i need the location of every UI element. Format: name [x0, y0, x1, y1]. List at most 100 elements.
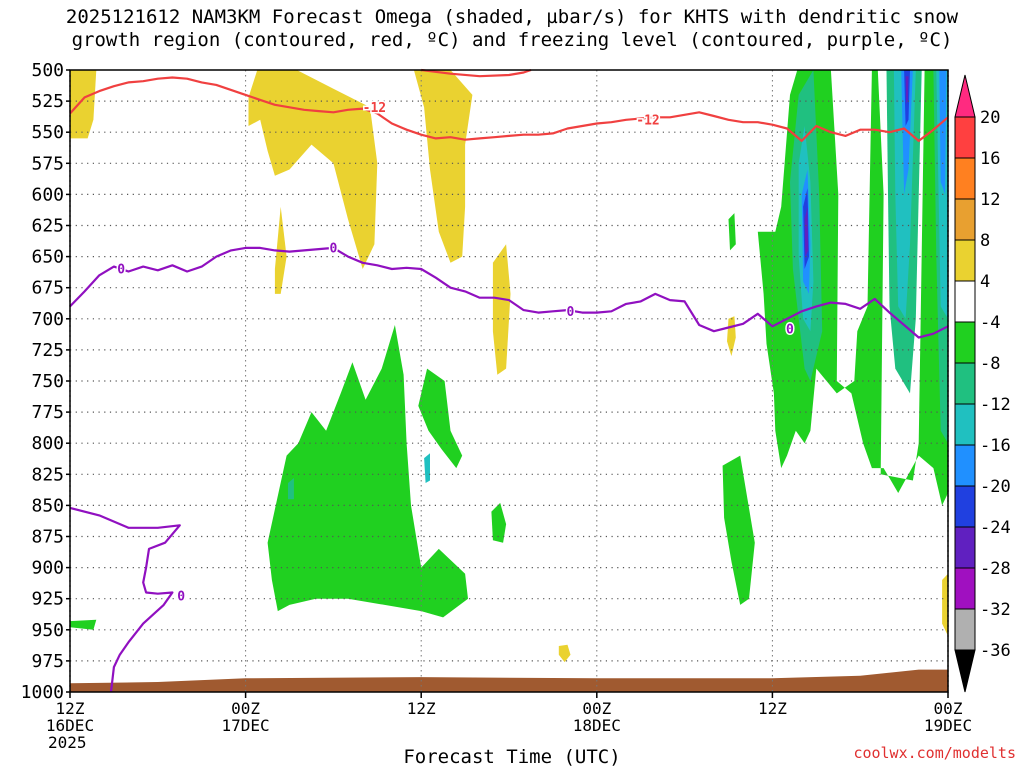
contour-line-2 — [69, 246, 949, 339]
x-tick-label-5-1: 19DEC — [924, 716, 972, 735]
contour-label-2-3: 0 — [786, 322, 794, 337]
contour-line-0 — [69, 76, 949, 142]
colorbar-swatch-6 — [954, 362, 976, 405]
omega-region-28 — [804, 206, 809, 257]
omega-region-4 — [492, 244, 511, 375]
contour-label-0-0: -12 — [363, 101, 386, 116]
omega-region-8 — [267, 325, 468, 618]
y-axis: 500 525 550 575 600 625 650 675 700 725 750 775 800 8… — [21, 60, 70, 703]
x-tick-label-0-1: 16DEC — [46, 716, 94, 735]
colorbar-swatch-11 — [954, 567, 976, 610]
colorbar-label-10: -24 — [980, 518, 1011, 538]
omega-region-22 — [424, 453, 430, 483]
contour-label-3-0: 0 — [177, 590, 185, 605]
y-tick-label-0: 500 — [31, 60, 64, 81]
contour-line-1 — [421, 68, 532, 78]
contour-label-2-2: 0 — [567, 305, 575, 320]
x-tick-label-0-2: 2025 — [48, 733, 87, 752]
y-tick-label-15: 875 — [31, 527, 64, 548]
omega-region-1 — [248, 70, 378, 269]
omega-shading-layer — [70, 70, 948, 663]
colorbar-bottom-cap — [954, 649, 976, 693]
y-tick-label-8: 700 — [31, 309, 64, 330]
x-tick-label-3-1: 18DEC — [573, 716, 621, 735]
y-tick-label-1: 525 — [31, 91, 64, 112]
x-tick-label-2-0: 12Z — [407, 699, 436, 718]
omega-region-11 — [70, 619, 97, 630]
y-tick-label-3: 575 — [31, 153, 64, 174]
colorbar-swatch-1 — [954, 157, 976, 200]
y-tick-label-12: 800 — [31, 433, 64, 454]
colorbar-label-2: 12 — [980, 190, 1000, 210]
y-tick-label-19: 975 — [31, 651, 64, 672]
colorbar-label-8: -16 — [980, 436, 1011, 456]
colorbar-swatch-4 — [954, 280, 976, 323]
y-tick-label-4: 600 — [31, 184, 64, 205]
omega-region-20 — [893, 70, 916, 319]
gridlines — [69, 70, 949, 692]
omega-region-18 — [288, 478, 294, 500]
y-tick-label-2: 550 — [31, 122, 64, 143]
y-tick-label-7: 675 — [31, 278, 64, 299]
contour-layer: -12 -12 0 0 0 0 0 — [69, 68, 949, 693]
omega-region-0 — [70, 70, 97, 139]
omega-region-13 — [728, 213, 736, 251]
y-tick-label-17: 925 — [31, 589, 64, 610]
contour-label-0-1: -12 — [636, 113, 659, 128]
colorbar-swatch-7 — [954, 403, 976, 446]
colorbar-legend: 20 16 12 8 4 -4 -8 -12 -16 -20 -24 -28 -32 -36 — [954, 74, 1011, 693]
y-tick-label-11: 775 — [31, 402, 64, 423]
colorbar-swatch-10 — [954, 526, 976, 569]
colorbar-swatch-8 — [954, 444, 976, 487]
terrain-fill — [70, 669, 948, 692]
y-tick-label-18: 950 — [31, 620, 64, 641]
credit-text: coolwx.com/modelts — [853, 744, 1016, 762]
colorbar-label-4: 4 — [980, 272, 990, 292]
colorbar-label-6: -8 — [980, 354, 1000, 374]
colorbar-label-11: -28 — [980, 559, 1011, 579]
x-tick-label-3-0: 00Z — [582, 699, 611, 718]
omega-region-2 — [413, 70, 473, 263]
chart-title-line2: growth region (contoured, red, ºC) and f… — [71, 29, 953, 51]
colorbar-label-7: -12 — [980, 395, 1011, 415]
colorbar-top-cap — [954, 74, 976, 118]
colorbar-label-13: -36 — [980, 641, 1011, 661]
colorbar-swatch-5 — [954, 321, 976, 364]
colorbar-swatch-2 — [954, 198, 976, 241]
x-tick-label-0-0: 12Z — [56, 699, 85, 718]
y-tick-label-9: 725 — [31, 340, 64, 361]
colorbar-label-3: 8 — [980, 231, 990, 251]
x-tick-label-1-0: 00Z — [231, 699, 260, 718]
x-tick-label-1-1: 17DEC — [222, 716, 270, 735]
colorbar-label-0: 20 — [980, 108, 1000, 128]
omega-region-9 — [418, 368, 463, 469]
colorbar-label-5: -4 — [980, 313, 1000, 333]
contour-label-2-0: 0 — [117, 263, 125, 278]
colorbar-label-12: -32 — [980, 600, 1011, 620]
colorbar-swatch-3 — [954, 239, 976, 282]
x-tick-label-4-0: 12Z — [758, 699, 787, 718]
colorbar-swatch-9 — [954, 485, 976, 528]
colorbar-label-9: -20 — [980, 477, 1011, 497]
y-tick-label-10: 750 — [31, 371, 64, 392]
y-tick-label-5: 625 — [31, 216, 64, 237]
y-tick-label-6: 650 — [31, 247, 64, 268]
omega-region-29 — [905, 76, 909, 104]
colorbar-label-1: 16 — [980, 149, 1000, 169]
contour-label-2-1: 0 — [329, 241, 337, 256]
omega-region-10 — [491, 502, 507, 543]
y-tick-label-13: 825 — [31, 464, 64, 485]
omega-region-12 — [722, 455, 755, 605]
colorbar-swatch-0 — [954, 116, 976, 159]
y-tick-label-20: 1000 — [21, 682, 64, 703]
omega-region-7 — [942, 573, 948, 636]
chart-title-line1: 2025121612 NAM3KM Forecast Omega (shaded… — [65, 6, 959, 28]
y-tick-label-16: 900 — [31, 558, 64, 579]
x-tick-label-5-0: 00Z — [934, 699, 963, 718]
terrain-layer — [70, 669, 948, 692]
colorbar-swatch-12 — [954, 608, 976, 651]
contour-line-3 — [69, 506, 181, 693]
omega-region-5 — [558, 644, 571, 663]
